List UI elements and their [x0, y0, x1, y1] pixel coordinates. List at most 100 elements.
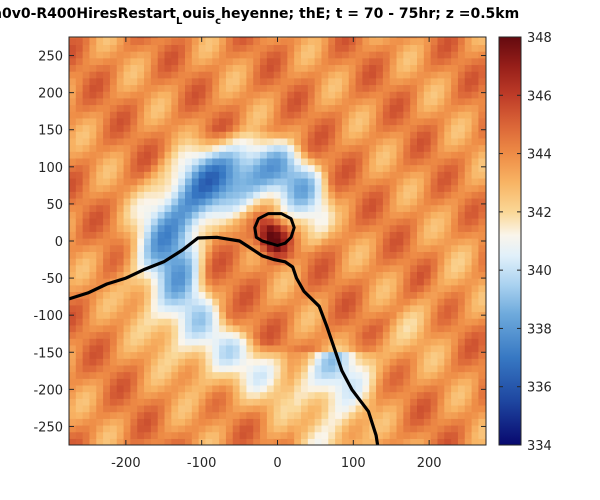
heat-cell — [437, 271, 445, 279]
heat-cell — [116, 424, 125, 433]
heat-cell — [457, 171, 466, 179]
heat-cell — [273, 197, 282, 206]
heat-cell — [150, 371, 159, 379]
heat-cell — [396, 244, 404, 252]
heat-cell — [423, 44, 432, 52]
heat-cell — [403, 271, 411, 279]
heat-cell — [157, 164, 166, 172]
heat-cell — [410, 304, 418, 313]
heat-cell — [212, 384, 220, 393]
heat-cell — [287, 64, 295, 72]
heat-cell — [396, 191, 404, 199]
heat-cell — [185, 171, 193, 179]
heat-cell — [103, 37, 111, 39]
heat-cell — [116, 251, 125, 259]
heat-cell — [191, 51, 200, 59]
heat-cell — [396, 284, 404, 293]
heat-cell — [341, 284, 350, 293]
heat-cell — [335, 344, 343, 353]
heat-cell — [451, 51, 459, 59]
heat-cell — [89, 371, 97, 379]
heat-cell — [205, 384, 213, 393]
heat-cell — [328, 204, 336, 212]
heat-cell — [437, 44, 445, 52]
heat-cell — [341, 37, 350, 39]
heat-cell — [341, 258, 350, 266]
heat-cell — [301, 117, 309, 126]
heat-cell — [273, 97, 282, 106]
heat-cell — [410, 151, 418, 159]
heat-cell — [451, 318, 459, 326]
heat-cell — [471, 278, 480, 286]
heat-cell — [430, 371, 439, 379]
heat-cell — [417, 51, 425, 59]
heat-cell — [451, 304, 459, 313]
heat-cell — [437, 104, 445, 112]
heat-cell — [178, 258, 186, 266]
heat-cell — [389, 111, 398, 119]
heat-cell — [396, 224, 404, 232]
heat-cell — [314, 418, 323, 426]
heat-cell — [369, 304, 377, 313]
heat-cell — [164, 84, 172, 92]
heat-cell — [417, 291, 425, 299]
heat-cell — [164, 131, 172, 139]
heat-cell — [205, 238, 213, 246]
heat-cell — [212, 291, 220, 299]
heat-cell — [369, 284, 377, 293]
heat-cell — [260, 218, 268, 226]
heat-cell — [260, 438, 268, 445]
heat-cell — [164, 311, 172, 319]
heat-cell — [232, 191, 241, 199]
heat-cell — [376, 117, 384, 126]
heat-cell — [362, 338, 370, 346]
heat-cell — [157, 338, 166, 346]
heat-cell — [109, 218, 118, 226]
heat-cell — [116, 37, 125, 46]
heat-cell — [96, 91, 104, 99]
heat-cell — [246, 438, 254, 445]
heat-cell — [212, 331, 220, 339]
heat-cell — [389, 404, 398, 413]
heat-cell — [335, 391, 343, 399]
heat-cell — [191, 224, 200, 232]
heat-cell — [301, 184, 309, 192]
heat-cell — [116, 211, 125, 219]
heat-cell — [287, 391, 295, 399]
heat-cell — [437, 278, 445, 286]
heat-cell — [417, 164, 425, 172]
heat-cell — [437, 304, 445, 313]
heat-cell — [123, 157, 132, 166]
heat-cell — [82, 271, 91, 279]
heat-cell — [430, 338, 439, 346]
heat-cell — [246, 137, 254, 146]
heat-cell — [396, 371, 404, 379]
heat-cell — [287, 204, 295, 212]
heat-cell — [232, 117, 241, 126]
heat-cell — [341, 218, 350, 226]
heat-cell — [219, 164, 227, 172]
heat-cell — [314, 371, 323, 379]
heat-cell — [287, 37, 295, 46]
heat-cell — [376, 224, 384, 232]
heat-cell — [137, 371, 145, 379]
heat-cell — [464, 391, 473, 399]
heat-cell — [89, 197, 97, 206]
heat-cell — [123, 224, 132, 232]
heat-cell — [144, 391, 152, 399]
heat-cell — [137, 338, 145, 346]
heat-cell — [307, 131, 316, 139]
heat-cell — [75, 378, 84, 386]
heat-cell — [185, 398, 193, 406]
heat-cell — [457, 291, 466, 299]
heat-cell — [130, 351, 138, 359]
heat-cell — [273, 398, 282, 406]
heat-cell — [219, 338, 227, 346]
heat-cell — [130, 171, 138, 179]
heat-cell — [253, 431, 261, 439]
heat-cell — [444, 97, 452, 106]
heat-cell — [417, 304, 425, 313]
heat-cell — [96, 137, 104, 146]
heat-cell — [260, 144, 268, 152]
heat-cell — [294, 151, 302, 159]
